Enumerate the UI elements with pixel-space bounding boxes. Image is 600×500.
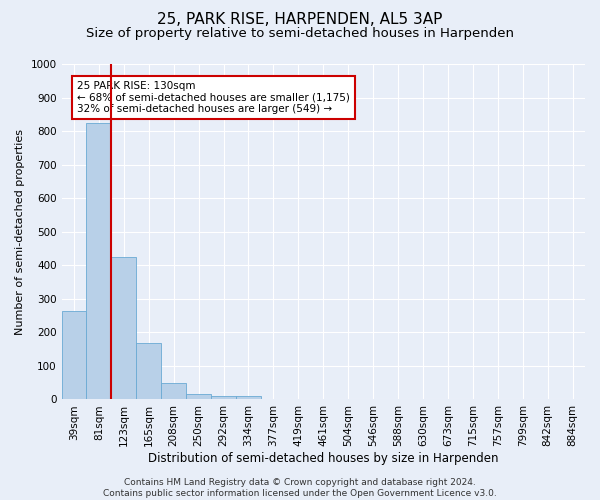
Text: Contains HM Land Registry data © Crown copyright and database right 2024.
Contai: Contains HM Land Registry data © Crown c… — [103, 478, 497, 498]
Text: Size of property relative to semi-detached houses in Harpenden: Size of property relative to semi-detach… — [86, 28, 514, 40]
Bar — [161, 382, 186, 400]
Bar — [236, 396, 261, 400]
Bar — [186, 394, 211, 400]
Text: 25 PARK RISE: 130sqm
← 68% of semi-detached houses are smaller (1,175)
32% of se: 25 PARK RISE: 130sqm ← 68% of semi-detac… — [77, 81, 350, 114]
Bar — [211, 396, 236, 400]
Bar — [86, 122, 112, 400]
Bar — [112, 257, 136, 400]
Y-axis label: Number of semi-detached properties: Number of semi-detached properties — [15, 128, 25, 334]
X-axis label: Distribution of semi-detached houses by size in Harpenden: Distribution of semi-detached houses by … — [148, 452, 499, 465]
Text: 25, PARK RISE, HARPENDEN, AL5 3AP: 25, PARK RISE, HARPENDEN, AL5 3AP — [157, 12, 443, 28]
Bar — [136, 343, 161, 400]
Bar — [62, 310, 86, 400]
